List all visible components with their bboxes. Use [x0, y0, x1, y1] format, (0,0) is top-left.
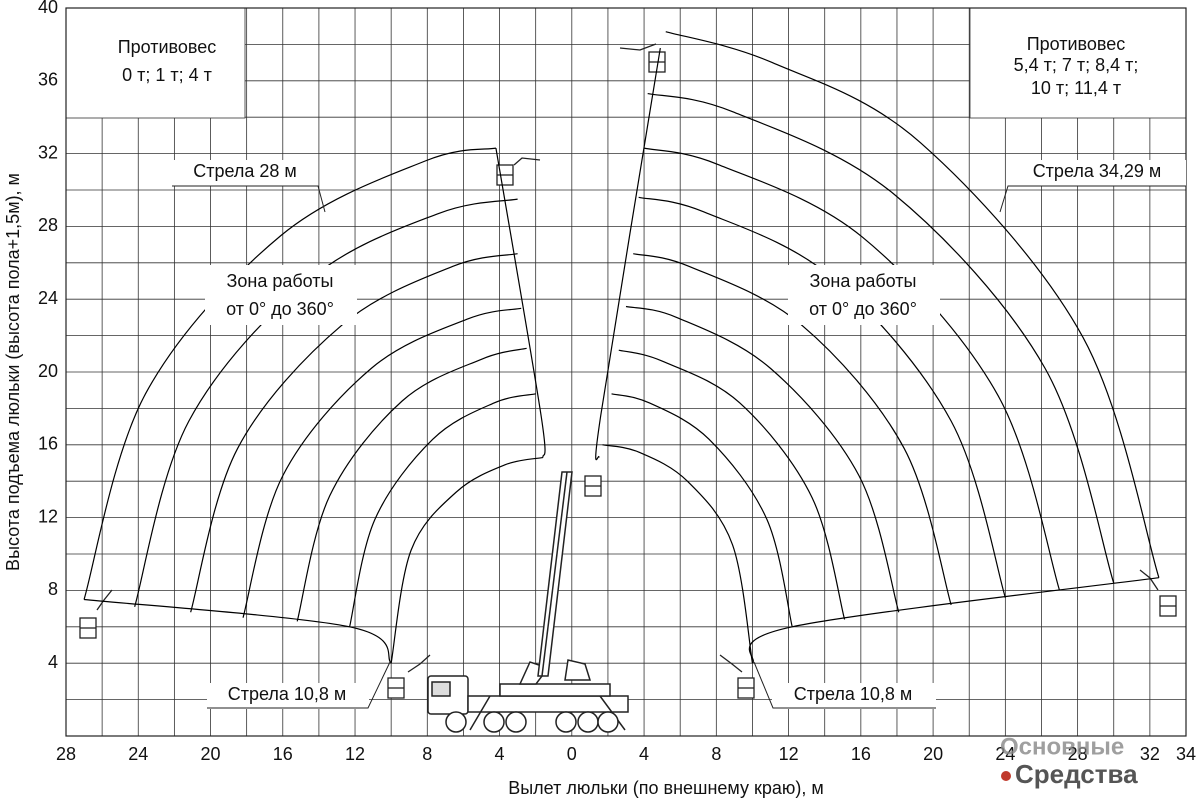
work-zone-curve — [495, 148, 546, 458]
x-tick-label: 12 — [345, 744, 365, 764]
annotation: Стрела 10,8 м — [794, 684, 913, 704]
annotation-box — [207, 683, 369, 709]
work-zone-curve — [83, 147, 497, 600]
x-tick-label: 4 — [495, 744, 505, 764]
y-tick-label: 20 — [38, 361, 58, 381]
annotation-box — [788, 265, 940, 325]
y-tick-label: 40 — [38, 0, 58, 17]
annotation: Зона работы — [810, 271, 917, 291]
y-tick-label: 8 — [48, 579, 58, 599]
basket-icons — [79, 43, 1177, 699]
annotation: Стрела 34,29 м — [1033, 161, 1162, 181]
leader-line — [207, 661, 391, 709]
leader-line — [753, 661, 936, 709]
work-zone-curve — [611, 393, 793, 627]
x-tick-label: 20 — [201, 744, 221, 764]
y-tick-label: 24 — [38, 288, 58, 308]
counterweight-box — [65, 7, 246, 119]
truck-illustration — [427, 471, 629, 733]
x-tick-label: 0 — [567, 744, 577, 764]
y-axis-label: Высота подъема люльки (высота пола+1,5м)… — [3, 173, 23, 571]
annotation-box — [772, 683, 936, 709]
work-zone-curve — [595, 47, 661, 461]
annotation-box — [172, 160, 318, 186]
annotation: 5,4 т; 7 т; 8,4 т; — [1014, 55, 1139, 75]
annotation: Стрела 28 м — [193, 161, 297, 181]
x-tick-label: 16 — [851, 744, 871, 764]
annotation: Противовес — [1027, 34, 1126, 54]
watermark: Основные — [1000, 733, 1124, 760]
work-zone-curve — [748, 577, 1159, 664]
annotation: от 0° до 360° — [809, 299, 917, 319]
work-zone-curve — [643, 147, 1061, 591]
y-tick-label: 16 — [38, 434, 58, 454]
x-tick-label: 8 — [711, 744, 721, 764]
work-zone-curve — [349, 393, 536, 627]
annotation: Стрела 10,8 м — [228, 684, 347, 704]
leader-line — [172, 185, 326, 213]
annotation: 10 т; 11,4 т — [1031, 78, 1121, 98]
y-tick-label: 12 — [38, 506, 58, 526]
x-tick-label: 32 — [1140, 744, 1160, 764]
x-tick-label: 28 — [56, 744, 76, 764]
work-zone-curve — [618, 349, 846, 620]
decor — [79, 43, 1177, 733]
annotation: 0 т; 1 т; 4 т — [122, 65, 212, 85]
x-axis-label: Вылет люльки (по внешнему краю), м — [508, 778, 824, 798]
x-tick-label: 24 — [995, 744, 1015, 764]
y-tick-label: 28 — [38, 215, 58, 235]
x-tick-label: 24 — [128, 744, 148, 764]
counterweight-box — [969, 7, 1187, 119]
x-tick-label: 28 — [1068, 744, 1088, 764]
x-tick-label: 8 — [422, 744, 432, 764]
annotation: Зона работы — [227, 271, 334, 291]
watermark-dot — [1001, 771, 1011, 781]
y-tick-label: 4 — [48, 652, 58, 672]
annotation-box — [205, 265, 357, 325]
work-zone-curve — [665, 31, 1160, 578]
work-zone-curve — [296, 347, 527, 622]
work-zone-curve — [190, 253, 518, 613]
work-zone-curve — [625, 305, 900, 613]
work-zone-curve — [84, 598, 392, 664]
plot-frame — [65, 7, 1187, 737]
y-tick-label: 36 — [38, 70, 58, 90]
work-zone-curve — [390, 456, 544, 664]
annotation-box — [1008, 160, 1186, 186]
leader-line — [999, 185, 1186, 213]
work-zone-curve — [647, 92, 1115, 584]
x-tick-label: 20 — [923, 744, 943, 764]
work-zone-curve — [633, 253, 952, 606]
x-tick-label: 16 — [273, 744, 293, 764]
x-tick-label: 4 — [639, 744, 649, 764]
annotation: Противовес — [118, 37, 217, 57]
work-zone-curve — [242, 307, 522, 618]
work-zone-curve — [602, 444, 754, 664]
annotation: от 0° до 360° — [226, 299, 334, 319]
y-tick-label: 32 — [38, 142, 58, 162]
x-tick-label: 34 — [1176, 744, 1196, 764]
watermark: Средства — [1015, 759, 1138, 789]
x-tick-label: 12 — [779, 744, 799, 764]
